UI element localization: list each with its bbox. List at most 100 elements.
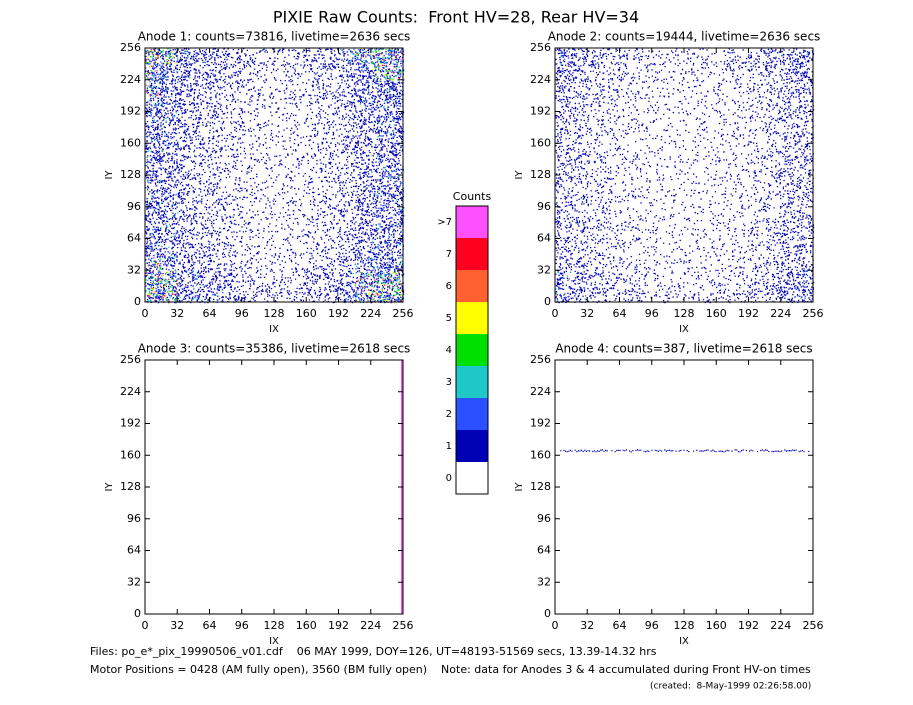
colorbar-swatch	[456, 334, 488, 366]
count-cell	[378, 122, 384, 125]
count-cell	[178, 207, 195, 224]
count-cell	[195, 111, 209, 128]
count-cell	[274, 286, 291, 303]
count-cell	[145, 271, 149, 274]
count-cell	[258, 96, 275, 109]
count-cell	[668, 129, 684, 145]
count-cell	[361, 278, 369, 281]
count-cell	[603, 48, 621, 66]
count-cell	[291, 64, 307, 79]
count-cell	[323, 112, 339, 129]
count-cell	[371, 64, 389, 81]
count-cell	[767, 175, 782, 188]
count-cell	[700, 98, 718, 112]
count-cell	[560, 55, 562, 65]
count-cell	[170, 255, 176, 259]
count-cell	[194, 254, 211, 272]
count-cell	[290, 254, 306, 271]
count-cell	[354, 48, 372, 65]
x-tick-label: 160	[296, 307, 317, 320]
count-cell	[668, 239, 684, 253]
count-cell	[210, 144, 227, 161]
count-cell	[390, 211, 403, 221]
count-cell	[732, 65, 750, 81]
count-cell	[157, 92, 159, 94]
count-cell	[572, 111, 589, 129]
count-cell	[322, 127, 339, 144]
count-cell	[156, 92, 161, 97]
count-cell	[605, 238, 621, 255]
x-axis-label: IX	[679, 324, 689, 335]
count-cell	[338, 95, 356, 112]
count-cell	[797, 64, 814, 81]
count-cell	[388, 88, 391, 93]
count-cell	[209, 127, 227, 145]
count-cell	[387, 288, 405, 301]
count-cell	[177, 190, 194, 207]
count-cell	[259, 48, 276, 65]
count-cell	[796, 286, 814, 303]
count-cell	[292, 209, 306, 224]
x-axis-label: IX	[679, 636, 689, 647]
count-cell	[306, 95, 324, 113]
y-tick-label: 64	[537, 544, 551, 557]
count-cell	[733, 81, 750, 97]
count-cell	[571, 64, 589, 81]
count-cell	[209, 271, 227, 288]
y-tick-label: 128	[120, 168, 141, 181]
count-cell	[636, 64, 653, 80]
count-cell	[386, 286, 405, 304]
count-cell	[163, 51, 177, 65]
count-cell	[147, 256, 162, 270]
count-cell	[636, 80, 653, 96]
count-cell	[571, 96, 589, 113]
count-cell	[355, 286, 364, 293]
count-cell	[193, 159, 210, 176]
count-cell	[392, 84, 401, 96]
count-cell	[637, 191, 652, 207]
count-cell	[258, 270, 275, 288]
count-cell	[605, 191, 621, 207]
plot-frame	[144, 359, 404, 615]
count-cell	[354, 254, 372, 272]
count-cell	[387, 114, 404, 125]
count-cell	[684, 206, 699, 222]
count-cell	[203, 61, 205, 63]
count-cell	[804, 270, 808, 276]
count-cell	[669, 207, 686, 219]
count-cell	[381, 64, 385, 67]
count-cell	[307, 222, 324, 240]
count-cell	[308, 191, 324, 207]
x-tick-label: 64	[613, 619, 627, 632]
count-cell	[359, 99, 365, 105]
count-cell	[684, 159, 699, 175]
count-cell	[733, 271, 749, 286]
plot-frame	[554, 47, 814, 303]
count-cell	[587, 159, 605, 176]
x-axis-label: IX	[269, 636, 279, 647]
count-cell	[371, 143, 388, 161]
count-cell	[750, 223, 763, 239]
count-cell	[210, 206, 226, 223]
count-cell	[587, 64, 605, 81]
count-cell	[391, 71, 400, 80]
count-cell	[652, 112, 669, 126]
count-cell	[374, 65, 387, 80]
count-cell	[145, 54, 159, 63]
count-cell	[394, 175, 402, 188]
count-cell	[358, 295, 371, 302]
count-cell	[161, 49, 179, 65]
count-cell	[241, 80, 259, 97]
count-cell	[165, 88, 168, 90]
count-cell	[193, 96, 211, 112]
count-cell	[652, 191, 669, 206]
count-cell	[371, 111, 383, 126]
colorbar-frame	[455, 205, 489, 495]
count-cell	[225, 48, 243, 65]
count-cell	[620, 79, 637, 95]
count-cell	[178, 95, 195, 113]
count-cell	[354, 222, 372, 240]
count-cell	[716, 143, 734, 159]
count-cell	[620, 128, 637, 143]
count-cell	[555, 95, 572, 113]
